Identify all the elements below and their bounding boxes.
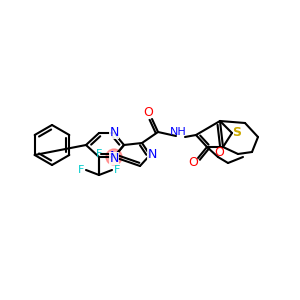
Circle shape bbox=[106, 149, 122, 165]
Text: N: N bbox=[109, 152, 119, 164]
Text: N: N bbox=[109, 151, 119, 164]
Text: F: F bbox=[114, 165, 120, 175]
Text: NH: NH bbox=[169, 127, 186, 137]
Text: O: O bbox=[188, 155, 198, 169]
Text: N: N bbox=[109, 125, 119, 139]
Text: F: F bbox=[78, 165, 84, 175]
Text: F: F bbox=[96, 149, 102, 159]
Text: S: S bbox=[232, 127, 242, 140]
Text: O: O bbox=[214, 146, 224, 158]
Text: N: N bbox=[147, 148, 157, 161]
Text: O: O bbox=[143, 106, 153, 119]
